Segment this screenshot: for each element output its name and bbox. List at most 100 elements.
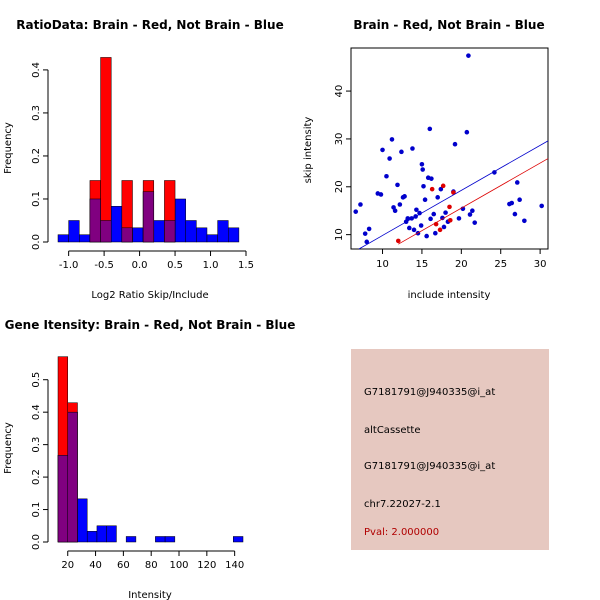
point-not-brain — [441, 224, 447, 230]
scatter-points — [353, 53, 544, 245]
point-not-brain — [417, 210, 422, 216]
bar-not-brain — [132, 227, 144, 243]
point-not-brain — [397, 202, 403, 207]
point-not-brain — [512, 211, 518, 217]
point-not-brain — [384, 173, 389, 179]
event-type-text: altCassette — [364, 425, 421, 436]
x-tick-label: 1.5 — [238, 260, 254, 271]
scatter-axes: 10 15 20 25 30 10 20 30 40 — [334, 85, 546, 270]
x-tick-label: -1.0 — [59, 260, 79, 271]
ratio-histogram-axes: -1.0 -0.5 0.0 0.5 1.0 1.5 0.0 0.1 0.2 0.3 0.4 — [31, 62, 254, 271]
point-not-brain — [440, 215, 445, 221]
scatter-fit-lines — [358, 140, 549, 250]
point-not-brain — [435, 195, 440, 200]
point-not-brain — [517, 197, 522, 203]
point-not-brain — [402, 194, 407, 199]
bar-brain — [100, 57, 112, 243]
x-tick-label: 15 — [416, 259, 429, 270]
intensity-histogram-bars — [57, 356, 244, 543]
y-tick-label: 0.0 — [31, 234, 42, 250]
ratio-histogram-bars — [57, 57, 240, 243]
point-not-brain — [421, 184, 426, 189]
bar-overlap — [89, 198, 101, 243]
bar-not-brain — [185, 220, 197, 243]
bar-not-brain — [86, 531, 98, 543]
bar-not-brain — [77, 498, 88, 543]
x-tick-label: 120 — [197, 560, 216, 571]
bar-not-brain — [68, 220, 80, 243]
point-brain — [451, 190, 456, 195]
pvalue-text: Pval: 2.000000 — [364, 527, 440, 538]
y-tick-label: 10 — [334, 228, 345, 241]
y-tick-label: 0.5 — [31, 372, 42, 388]
x-tick-label: 10 — [376, 259, 389, 270]
intensity-histogram-axes: 20 40 60 80 100 120 140 0.0 0.1 0.2 0.3 0.4 0.5 — [31, 372, 244, 571]
point-brain — [447, 217, 453, 223]
x-tick-label: 40 — [89, 560, 102, 571]
point-not-brain — [420, 167, 426, 172]
bar-not-brain — [106, 525, 117, 543]
y-tick-label: 0.2 — [31, 148, 42, 164]
point-not-brain — [411, 227, 417, 233]
probe-info-panel: G7181791@J940335@i_at altCassette G71817… — [351, 349, 549, 550]
point-not-brain — [399, 149, 404, 155]
point-not-brain — [378, 192, 384, 197]
chromosome-location-text: chr7.22027-2.1 — [364, 499, 441, 510]
ratio-histogram: RatioData: Brain - Red, Not Brain - Blue… — [3, 18, 284, 301]
point-not-brain — [470, 208, 475, 214]
point-not-brain — [452, 141, 458, 147]
point-not-brain — [353, 209, 359, 214]
y-tick-label: 0.1 — [31, 191, 42, 207]
scatter-plot-frame — [350, 47, 549, 250]
bar-not-brain — [174, 198, 186, 243]
bar-not-brain — [217, 220, 229, 243]
bar-overlap — [57, 455, 68, 543]
bar-not-brain — [125, 536, 137, 543]
y-tick-label: 30 — [334, 133, 345, 146]
point-not-brain — [358, 202, 363, 207]
point-not-brain — [429, 176, 434, 181]
intensity-scatter: Brain - Red, Not Brain - Blue include in… — [303, 18, 549, 301]
point-not-brain — [509, 200, 515, 206]
intensity-histogram: Gene Itensity: Brain - Red, Not Brain - … — [3, 318, 295, 600]
point-not-brain — [427, 126, 433, 132]
scatter-ylabel: skip intensity — [303, 117, 314, 184]
point-not-brain — [410, 146, 415, 151]
x-tick-label: 0.5 — [167, 260, 183, 271]
point-not-brain — [464, 129, 470, 135]
point-brain — [437, 227, 443, 233]
point-not-brain — [539, 203, 544, 209]
point-not-brain — [428, 216, 433, 222]
intensity-histogram-title: Gene Itensity: Brain - Red, Not Brain - … — [5, 318, 296, 332]
point-not-brain — [405, 216, 411, 221]
bar-overlap — [121, 227, 133, 243]
x-tick-label: 0.0 — [132, 260, 148, 271]
point-not-brain — [424, 233, 429, 239]
x-tick-label: 80 — [145, 560, 158, 571]
x-tick-label: 60 — [117, 560, 130, 571]
y-tick-label: 0.3 — [31, 105, 42, 121]
fit-line-brain — [398, 158, 549, 245]
point-not-brain — [522, 218, 527, 224]
point-not-brain — [433, 230, 438, 236]
y-tick-label: 40 — [334, 85, 345, 98]
bar-not-brain — [57, 234, 69, 243]
y-tick-label: 0.0 — [31, 534, 42, 550]
point-not-brain — [387, 156, 392, 161]
bar-overlap — [142, 191, 155, 243]
point-not-brain — [514, 180, 520, 185]
point-not-brain — [389, 137, 395, 142]
x-tick-label: 100 — [169, 560, 188, 571]
bar-not-brain — [233, 536, 244, 543]
point-not-brain — [395, 182, 400, 188]
bar-not-brain — [96, 525, 107, 543]
x-tick-label: 25 — [494, 259, 507, 270]
point-not-brain — [380, 147, 385, 153]
ratio-histogram-title: RatioData: Brain - Red, Not Brain - Blue — [16, 18, 283, 32]
bar-not-brain — [228, 227, 240, 243]
probe-id-text-2: G7181791@J940335@i_at — [364, 461, 496, 472]
point-brain — [440, 183, 446, 189]
point-not-brain — [362, 231, 368, 236]
